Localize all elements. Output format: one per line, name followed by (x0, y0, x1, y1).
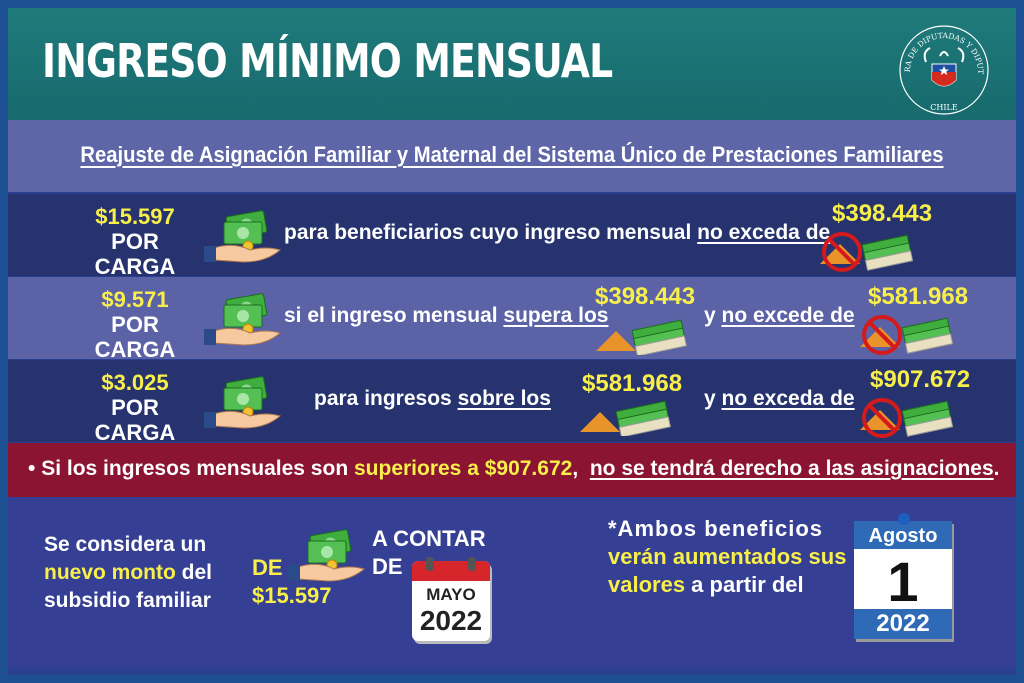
calendar-year: 2022 (419, 605, 483, 636)
condition-text: para ingresos (314, 387, 458, 410)
amount-value: $9.571 (101, 287, 169, 312)
camara-seal-logo: CÁMARA DE DIPUTADAS Y DIPUTADOS CHILE (896, 22, 992, 118)
no-exceed-money-icon (856, 392, 956, 438)
text-line: del (175, 561, 213, 584)
new-amount-value: $15.597 (252, 583, 332, 608)
row-condition-text-2: y no excede de (704, 304, 855, 328)
warning-band: • Si los ingresos mensuales son superior… (8, 443, 1016, 497)
ambos-beneficios-note: *Ambos beneficios verán aumentados sus v… (608, 515, 858, 599)
bullet-icon: • (28, 457, 36, 480)
calendar-year: 2022 (876, 610, 930, 637)
no-exceed-money-icon (856, 309, 956, 355)
de-label-2: DE (372, 554, 403, 579)
calendar-month: MAYO (426, 585, 476, 604)
calendar-footer (854, 609, 952, 639)
condition-underlined: no exceda de (721, 387, 855, 410)
benefit-row-1: $15.597 POR CARGA para beneficiarios cuy… (8, 194, 1016, 279)
calendar-icon: MAYO 2022 (412, 557, 490, 641)
note-line: *Ambos beneficios (608, 516, 824, 541)
amount-value: $3.025 (101, 370, 169, 395)
money-stack-icon (594, 311, 694, 355)
subtitle-band: Reajuste de Asignación Familiar y Matern… (8, 120, 1016, 192)
row-amount: $9.571 POR CARGA (70, 287, 200, 362)
condition-text: si el ingreso mensual (284, 304, 504, 327)
limit-value: $398.443 (595, 283, 696, 310)
text-line: subsidio familiar (44, 589, 211, 612)
note-highlight: valores (608, 572, 686, 597)
de-label: DE (252, 555, 283, 580)
row-condition-text: si el ingreso mensual supera los (284, 304, 608, 328)
condition-underlined: no exceda de (697, 221, 831, 244)
subtitle: Reajuste de Asignación Familiar y Matern… (80, 142, 944, 167)
condition-text: y (704, 387, 722, 410)
row-condition-text: para beneficiarios cuyo ingreso mensual … (284, 221, 830, 245)
limit-value: $581.968 (868, 283, 969, 310)
row-condition-text-2: y no exceda de (704, 387, 855, 411)
benefit-row-3: $3.025 POR CARGA para ingresos sobre los… (8, 360, 1016, 445)
condition-text: para beneficiarios cuyo ingreso mensual (284, 221, 698, 244)
calendar-ring (426, 557, 434, 571)
a-contar-label: A CONTAR (372, 526, 486, 551)
limit-value: $581.968 (582, 370, 683, 397)
warning-comma: , (572, 457, 579, 480)
calendar-header (412, 561, 490, 581)
hand-money-icon (204, 291, 282, 347)
condition-underlined: no excede de (721, 304, 855, 327)
seal-country: CHILE (930, 103, 958, 112)
row-condition-text: para ingresos sobre los (314, 387, 551, 411)
calendar-header (854, 521, 952, 549)
row-amount: $3.025 POR CARGA (70, 370, 200, 445)
warning-text-a: Si los ingresos mensuales son (41, 457, 354, 480)
hand-money-icon (204, 208, 282, 264)
calendar-month: Agosto (868, 525, 938, 547)
text-line: Se considera un (44, 533, 207, 556)
note-line: a partir del (685, 572, 804, 597)
august-calendar-icon: Agosto 1 2022 (854, 513, 952, 639)
new-amount-line-1: Se considera un (44, 531, 234, 559)
per-carga-label: POR CARGA (94, 395, 176, 445)
per-carga-label: POR CARGA (94, 312, 176, 362)
highlight-text: nuevo monto (44, 561, 176, 584)
money-stack-icon (578, 392, 678, 436)
warning-period: . (993, 457, 1000, 480)
hand-money-icon (288, 527, 366, 583)
limit-value: $398.443 (832, 200, 933, 227)
warning-highlight: superiores a $907.672 (353, 457, 573, 480)
condition-text: y (704, 304, 722, 327)
amount-value: $15.597 (95, 204, 175, 229)
warning-underlined: no se tendrá derecho a las asignaciones (589, 457, 994, 480)
per-carga-label: POR CARGA (94, 229, 176, 279)
benefit-row-2: $9.571 POR CARGA si el ingreso mensual s… (8, 277, 1016, 362)
header: INGRESO MÍNIMO MENSUAL CÁMARA DE DIPUTAD… (8, 8, 1016, 120)
condition-underlined: sobre los (457, 387, 551, 410)
row-amount: $15.597 POR CARGA (70, 204, 200, 279)
bottom-section: Se considera un nuevo monto del subsidio… (8, 497, 1016, 667)
limit-value: $907.672 (870, 366, 971, 393)
condition-underlined: supera los (503, 304, 609, 327)
new-amount-text: Se considera un nuevo monto del subsidio… (44, 531, 234, 615)
note-highlight: verán aumentados sus (608, 544, 847, 569)
hand-money-icon (204, 374, 282, 430)
no-exceed-money-icon (816, 226, 916, 272)
note-line-3: valores a partir del (608, 571, 858, 599)
new-amount-line-2: nuevo monto del (44, 559, 234, 587)
pin-icon (898, 513, 910, 525)
calendar-ring (468, 557, 476, 571)
page-title: INGRESO MÍNIMO MENSUAL (42, 34, 613, 88)
warning-text: • Si los ingresos mensuales son superior… (28, 457, 1000, 481)
calendar-day: 1 (887, 550, 919, 613)
